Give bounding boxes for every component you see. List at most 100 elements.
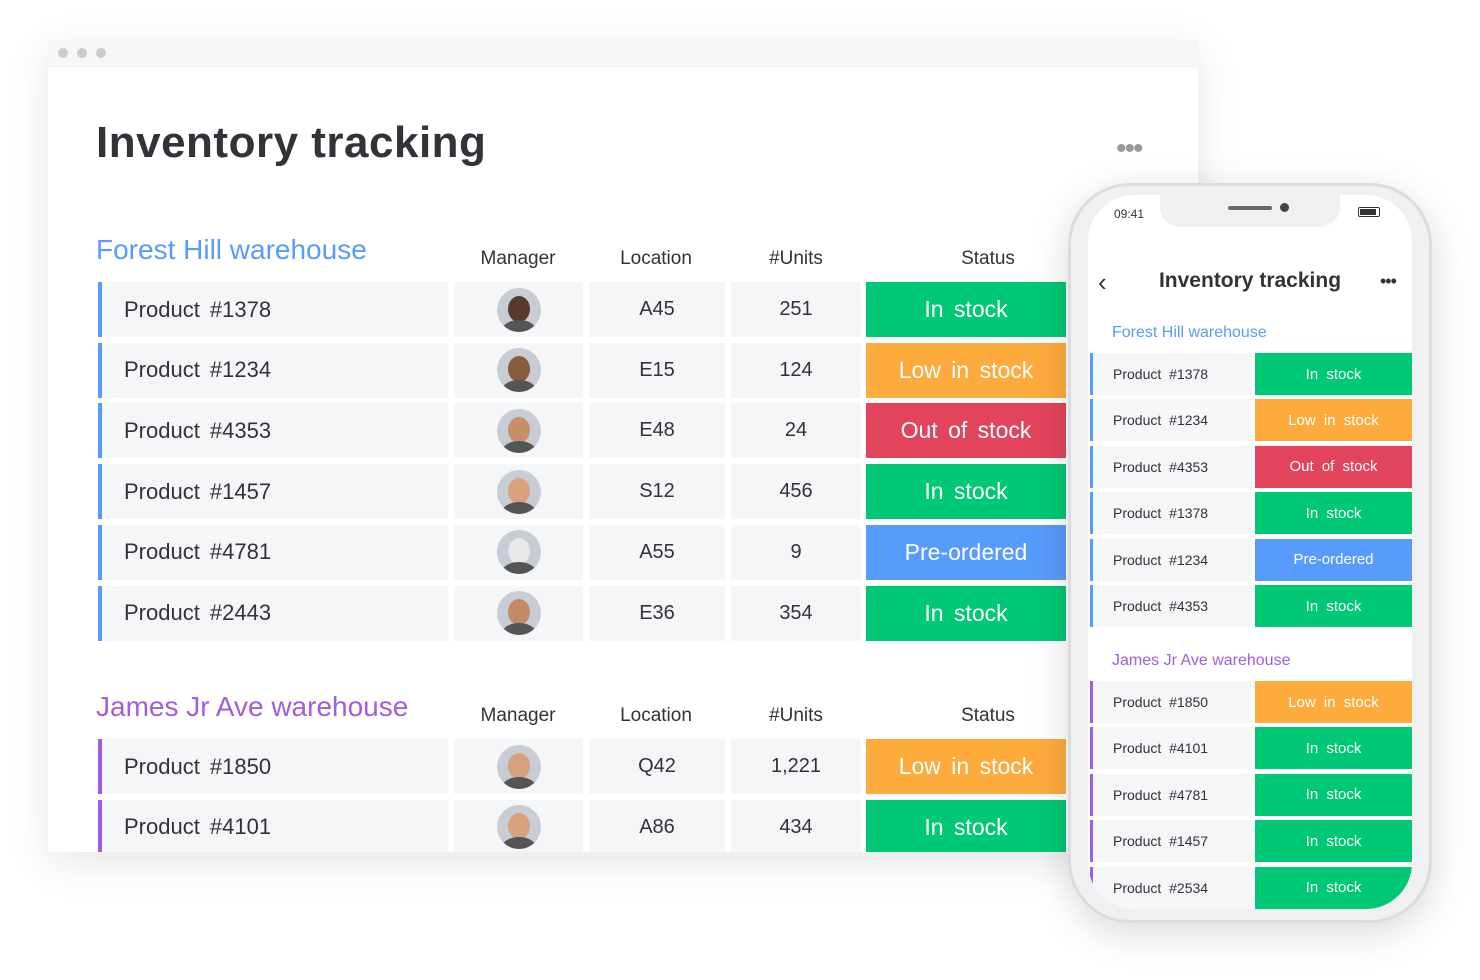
units-cell: 251 <box>731 282 861 337</box>
status-cell[interactable]: In stock <box>866 282 1066 337</box>
avatar-body <box>500 319 537 332</box>
avatar-body <box>500 440 537 453</box>
product-cell: Product #2443 <box>98 585 448 641</box>
phone-menu[interactable]: ••• <box>1380 271 1397 291</box>
product-cell: Product #4101 <box>98 799 448 852</box>
manager-cell <box>454 403 583 459</box>
avatar <box>496 348 541 393</box>
avatar-body <box>500 501 537 514</box>
product-cell: Product #4101 <box>1090 727 1252 770</box>
units-cell: 434 <box>731 799 861 852</box>
avatar-body <box>500 562 537 575</box>
group-title: James Jr Ave warehouse <box>1112 652 1291 669</box>
units-cell: 456 <box>731 464 861 520</box>
product-cell: Product #1850 <box>1090 681 1252 723</box>
avatar-body <box>500 623 537 635</box>
avatar-face <box>507 356 530 383</box>
board-menu[interactable]: ••• <box>1116 132 1143 165</box>
status-cell[interactable]: In stock <box>1255 727 1412 770</box>
product-cell: Product #4353 <box>98 403 448 459</box>
column-header: Location <box>620 705 692 726</box>
avatar <box>496 805 541 850</box>
manager-cell <box>454 464 583 520</box>
product-cell: Product #1378 <box>1090 492 1252 535</box>
location-cell: S12 <box>589 464 725 520</box>
status-cell[interactable]: Low in stock <box>1255 681 1412 723</box>
avatar-face <box>507 538 530 565</box>
status-cell[interactable]: In stock <box>1255 353 1412 395</box>
avatar <box>496 469 541 514</box>
product-cell: Product #1234 <box>1090 399 1252 442</box>
location-cell: A45 <box>589 282 725 337</box>
avatar <box>496 591 541 635</box>
product-cell: Product #4353 <box>1090 585 1252 627</box>
status-cell[interactable]: Pre-ordered <box>1255 538 1412 581</box>
manager-cell <box>454 342 583 398</box>
status-cell[interactable]: Out of stock <box>1255 445 1412 488</box>
location-cell: E15 <box>589 342 725 398</box>
product-cell: Product #1234 <box>1090 538 1252 581</box>
group-title: Forest Hill warehouse <box>1112 324 1267 341</box>
avatar-face <box>507 813 530 840</box>
board-title: Inventory tracking <box>96 118 487 167</box>
avatar-body <box>500 776 537 789</box>
status-cell[interactable]: In stock <box>866 464 1066 520</box>
status-time: 09:41 <box>1114 207 1145 221</box>
product-cell: Product #1234 <box>98 342 448 398</box>
status-cell[interactable]: In stock <box>866 585 1066 641</box>
status-cell[interactable]: Pre-ordered <box>866 524 1066 580</box>
product-cell: Product #1378 <box>1090 353 1252 395</box>
window-dot <box>96 48 106 58</box>
avatar-face <box>507 752 530 779</box>
location-cell: Q42 <box>589 739 725 794</box>
column-header: Manager <box>480 248 556 269</box>
manager-cell <box>454 524 583 580</box>
location-cell: A55 <box>589 524 725 580</box>
units-cell: 124 <box>731 342 861 398</box>
column-header: Location <box>620 248 692 269</box>
window-dot <box>58 48 68 58</box>
status-cell[interactable]: Low in stock <box>866 342 1066 398</box>
avatar <box>496 287 541 332</box>
avatar <box>496 744 541 789</box>
status-cell[interactable]: In stock <box>866 799 1066 852</box>
product-cell: Product #1378 <box>98 282 448 337</box>
battery <box>1358 207 1380 217</box>
product-cell: Product #4781 <box>98 524 448 580</box>
avatar <box>496 408 541 453</box>
window-bar <box>48 40 1198 68</box>
location-cell: E36 <box>589 585 725 641</box>
manager-cell <box>454 739 583 794</box>
group-title: Forest Hill warehouse <box>96 234 367 265</box>
units-cell: 354 <box>731 585 861 641</box>
product-cell: Product #4781 <box>1090 773 1252 816</box>
status-cell[interactable]: In stock <box>1255 585 1412 627</box>
status-cell[interactable]: In stock <box>1255 492 1412 535</box>
status-cell[interactable]: Out of stock <box>866 403 1066 459</box>
desktop-window: Inventory tracking ••• Forest Hill wareh… <box>48 40 1198 852</box>
phone-screen: 09:41 ‹ Inventory tracking ••• Forest Hi… <box>1088 195 1412 909</box>
product-cell: Product #1457 <box>98 464 448 520</box>
status-cell[interactable]: Low in stock <box>866 739 1066 794</box>
product-cell: Product #4353 <box>1090 445 1252 488</box>
window-dot <box>77 48 87 58</box>
status-cell[interactable]: In stock <box>1255 773 1412 816</box>
manager-cell <box>454 585 583 641</box>
avatar-body <box>500 380 537 393</box>
status-cell[interactable]: Low in stock <box>1255 399 1412 442</box>
group-title: James Jr Ave warehouse <box>96 691 409 722</box>
column-header: Status <box>961 705 1015 726</box>
avatar-face <box>507 477 530 504</box>
manager-cell <box>454 282 583 337</box>
product-cell: Product #2534 <box>1090 866 1252 909</box>
avatar-face <box>507 599 530 625</box>
avatar <box>496 530 541 575</box>
avatar-body <box>500 837 537 850</box>
manager-cell <box>454 799 583 852</box>
status-cell[interactable]: In stock <box>1255 820 1412 863</box>
status-cell[interactable]: In stock <box>1255 866 1412 909</box>
units-cell: 9 <box>731 524 861 580</box>
back-button[interactable]: ‹ <box>1098 267 1107 297</box>
column-header: #Units <box>769 705 823 726</box>
